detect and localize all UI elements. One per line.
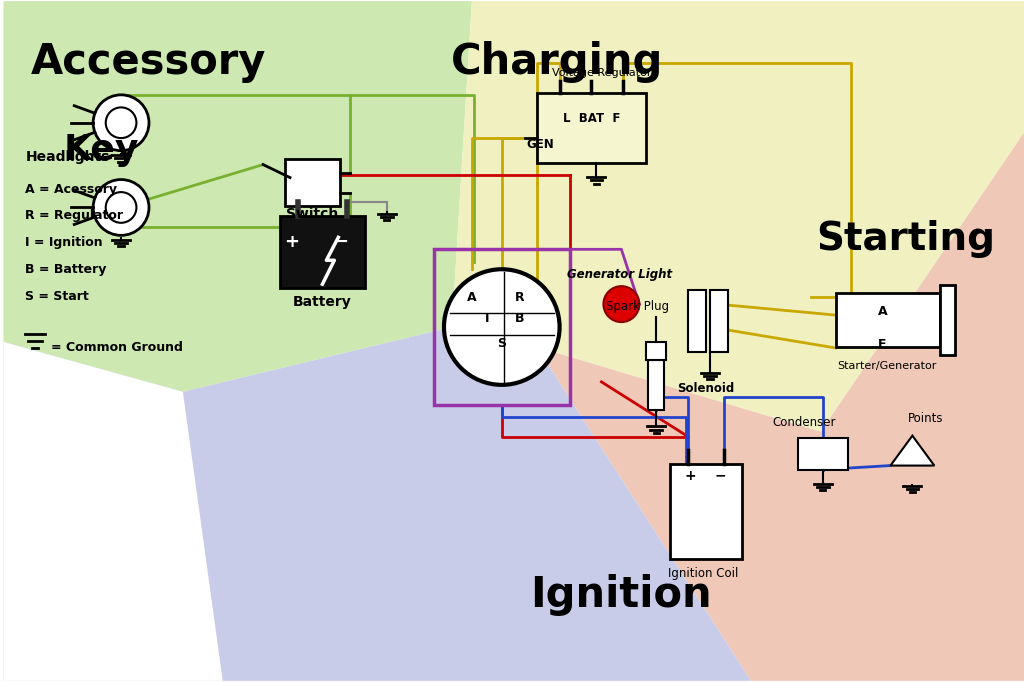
Text: A: A	[878, 305, 888, 318]
Text: A = Acessory: A = Acessory	[26, 183, 118, 196]
Bar	[285, 159, 340, 207]
Text: Battery: Battery	[293, 295, 352, 309]
Polygon shape	[3, 1, 472, 392]
Bar	[670, 464, 742, 559]
Text: Switch: Switch	[287, 207, 339, 222]
Bar	[688, 290, 707, 352]
Bar	[434, 250, 569, 405]
Text: Ignition Coil: Ignition Coil	[669, 567, 738, 580]
Text: Spark Plug: Spark Plug	[606, 300, 670, 313]
Text: Solenoid: Solenoid	[678, 382, 734, 395]
Text: +: +	[684, 469, 695, 483]
Circle shape	[93, 95, 148, 151]
Bar	[646, 342, 667, 360]
Text: I: I	[484, 312, 489, 325]
Text: S = Start: S = Start	[26, 290, 89, 303]
Text: B: B	[515, 312, 524, 325]
Polygon shape	[891, 436, 934, 466]
Text: Generator Light: Generator Light	[566, 268, 672, 281]
Text: Accessory: Accessory	[31, 41, 265, 83]
Bar	[798, 438, 848, 470]
Text: B = Battery: B = Battery	[26, 263, 106, 276]
Text: Headlights: Headlights	[26, 149, 110, 164]
Text: R: R	[515, 291, 524, 304]
Bar	[710, 290, 728, 352]
Text: I = Ignition: I = Ignition	[26, 237, 103, 250]
Text: R = Regulator: R = Regulator	[26, 209, 124, 222]
Bar	[648, 360, 665, 410]
Circle shape	[105, 192, 136, 223]
Text: Ignition: Ignition	[530, 574, 712, 616]
Text: Charging: Charging	[451, 41, 663, 83]
Polygon shape	[537, 133, 1024, 681]
Polygon shape	[3, 327, 751, 681]
Text: Points: Points	[907, 412, 943, 425]
Text: L  BAT  F: L BAT F	[563, 112, 621, 125]
Circle shape	[603, 286, 639, 322]
Text: A: A	[467, 291, 477, 304]
Bar	[537, 93, 646, 162]
Text: Starting: Starting	[816, 220, 995, 258]
Text: S: S	[498, 337, 506, 350]
Bar	[940, 284, 955, 355]
Circle shape	[93, 179, 148, 235]
Polygon shape	[3, 342, 223, 681]
Text: −: −	[333, 233, 348, 252]
Text: Voltage Regulator: Voltage Regulator	[552, 68, 651, 78]
Circle shape	[444, 269, 559, 385]
Circle shape	[105, 107, 136, 138]
Text: +: +	[285, 233, 299, 252]
Text: Condenser: Condenser	[773, 416, 837, 429]
Polygon shape	[452, 1, 1024, 432]
Text: F: F	[878, 338, 887, 351]
Text: Starter/Generator: Starter/Generator	[838, 361, 937, 372]
Text: Key: Key	[63, 133, 138, 166]
Text: −: −	[714, 469, 726, 483]
Text: = Common Ground: = Common Ground	[51, 341, 183, 354]
Text: GEN: GEN	[526, 138, 554, 151]
Bar	[280, 216, 365, 288]
Bar	[836, 293, 940, 347]
